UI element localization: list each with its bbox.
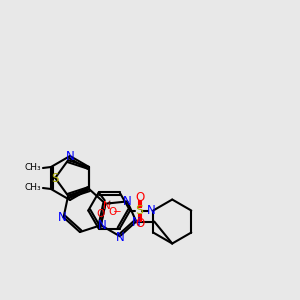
Text: −: − — [113, 207, 122, 218]
Text: O: O — [136, 217, 145, 230]
Text: N: N — [103, 201, 111, 212]
Text: N: N — [66, 149, 74, 163]
Text: O: O — [97, 209, 105, 219]
Text: CH₃: CH₃ — [24, 182, 41, 191]
Text: S: S — [135, 204, 143, 217]
Text: S: S — [52, 172, 59, 185]
Text: O: O — [136, 191, 145, 204]
Text: O: O — [109, 207, 117, 218]
Text: N: N — [147, 204, 156, 217]
Text: N: N — [132, 216, 141, 229]
Text: CH₃: CH₃ — [24, 164, 41, 172]
Text: N: N — [116, 231, 124, 244]
Text: N: N — [123, 195, 132, 208]
Text: +: + — [107, 200, 112, 206]
Text: N: N — [58, 211, 67, 224]
Text: N: N — [98, 219, 106, 232]
